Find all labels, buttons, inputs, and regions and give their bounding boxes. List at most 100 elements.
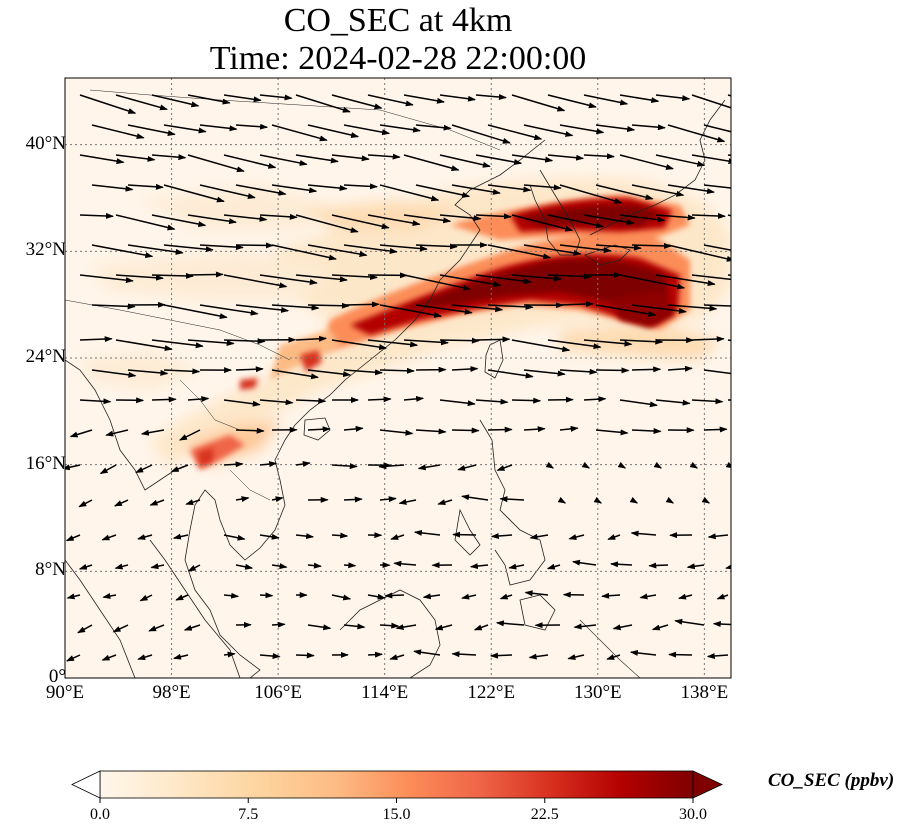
wind-arrow: [343, 183, 378, 190]
wind-arrow: [725, 563, 731, 570]
wind-arrow: [187, 271, 224, 278]
wind-arrow: [235, 242, 274, 249]
wind-arrow: [390, 534, 405, 540]
wind-arrow: [179, 429, 201, 441]
wind-arrow: [487, 303, 534, 310]
wind-arrow: [545, 461, 555, 469]
wind-arrow: [79, 212, 114, 219]
wind-arrow: [559, 425, 579, 432]
wind-arrow: [651, 624, 669, 631]
wind-arrow: [343, 623, 366, 630]
wind-arrow: [379, 304, 443, 318]
wind-arrow: [740, 125, 787, 134]
wind-arrow: [187, 396, 210, 403]
wind-arrow: [547, 94, 597, 109]
wind-arrow: [415, 124, 452, 131]
wind-arrow: [331, 94, 383, 110]
wind-arrow: [307, 369, 352, 378]
wind-arrow: [523, 426, 546, 433]
wind-arrow: [489, 652, 513, 659]
wind-arrow: [307, 302, 350, 309]
wind-arrow: [115, 274, 164, 281]
wind-arrow: [295, 214, 359, 233]
wind-arrow: [403, 214, 452, 224]
wind-arrow: [307, 184, 348, 192]
wind-arrow: [619, 399, 658, 408]
wind-arrow: [99, 464, 117, 475]
wind-arrow: [529, 533, 549, 540]
wind-arrow: [149, 499, 165, 506]
wind-arrow: [331, 594, 352, 601]
wind-arrow: [235, 366, 264, 373]
wind-arrow: [524, 590, 549, 597]
wind-arrow: [163, 244, 214, 253]
wind-arrow: [415, 243, 458, 250]
wind-arrow: [473, 624, 489, 631]
wind-arrow: [403, 339, 449, 346]
wind-arrow: [583, 94, 629, 106]
wind-arrow: [475, 213, 512, 220]
wind-arrow: [295, 335, 327, 342]
wind-arrow: [91, 303, 136, 310]
wind-arrow: [619, 214, 666, 223]
wind-arrow: [183, 624, 201, 631]
wind-arrow: [413, 529, 441, 536]
wind-arrow: [487, 184, 532, 193]
wind-arrow: [113, 499, 129, 507]
wind-arrow: [595, 244, 642, 251]
wind-arrow: [547, 273, 592, 280]
wind-arrow: [235, 427, 265, 434]
wind-arrow: [631, 124, 666, 131]
wind-arrow: [583, 153, 615, 160]
wind-arrow: [271, 244, 337, 261]
wind-arrow: [546, 563, 561, 570]
wind-arrow: [595, 429, 629, 436]
wind-arrow: [403, 154, 460, 172]
wind-arrow: [451, 304, 504, 313]
wind-arrow: [439, 274, 502, 288]
wind-arrow: [495, 620, 525, 627]
wind-arrow: [678, 593, 693, 600]
wind-arrow: [65, 534, 81, 542]
wind-arrow: [499, 496, 525, 503]
wind-arrow: [703, 184, 731, 189]
wind-arrow: [77, 624, 93, 634]
colorbar-extend-max: [692, 770, 723, 799]
wind-arrow: [523, 369, 566, 377]
wind-arrow: [461, 494, 489, 501]
wind-arrow: [475, 274, 532, 285]
wind-arrow: [612, 624, 633, 631]
lon-tick-label: 122°E: [467, 682, 516, 703]
wind-arrow: [655, 94, 691, 102]
wind-arrow: [331, 154, 370, 162]
wind-arrow: [91, 369, 137, 378]
wind-arrow: [691, 398, 724, 405]
wind-arrow: [547, 214, 605, 229]
lon-tick-label: 130°E: [573, 682, 622, 703]
wind-arrow: [235, 123, 269, 130]
wind-arrow: [235, 304, 290, 313]
wind-arrow: [235, 184, 287, 196]
wind-arrow: [629, 649, 657, 656]
wind-arrow: [630, 530, 657, 537]
wind-arrow: [271, 621, 286, 628]
wind-arrow: [740, 185, 775, 187]
wind-arrow: [170, 464, 189, 473]
wind-arrow: [223, 94, 262, 103]
wind-arrow: [343, 124, 391, 136]
wind-arrow: [295, 461, 311, 467]
wind-arrow: [151, 94, 200, 108]
wind-arrow: [115, 214, 176, 231]
wind-arrow: [639, 593, 657, 600]
wind-arrow: [199, 124, 238, 132]
colorbar: [71, 770, 723, 803]
wind-arrow: [379, 622, 400, 629]
colorbar-tick-label: 0.0: [90, 806, 110, 823]
wind-arrow: [475, 336, 511, 343]
wind-arrow: [665, 496, 675, 504]
wind-arrow: [91, 124, 145, 140]
wind-arrow: [523, 124, 574, 137]
wind-arrow: [511, 274, 562, 282]
wind-arrow: [547, 154, 585, 161]
wind-arrow: [259, 94, 293, 101]
